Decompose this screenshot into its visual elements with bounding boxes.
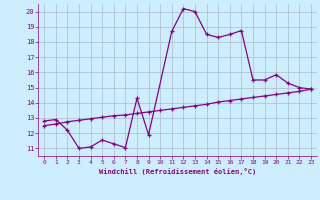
- X-axis label: Windchill (Refroidissement éolien,°C): Windchill (Refroidissement éolien,°C): [99, 168, 256, 175]
